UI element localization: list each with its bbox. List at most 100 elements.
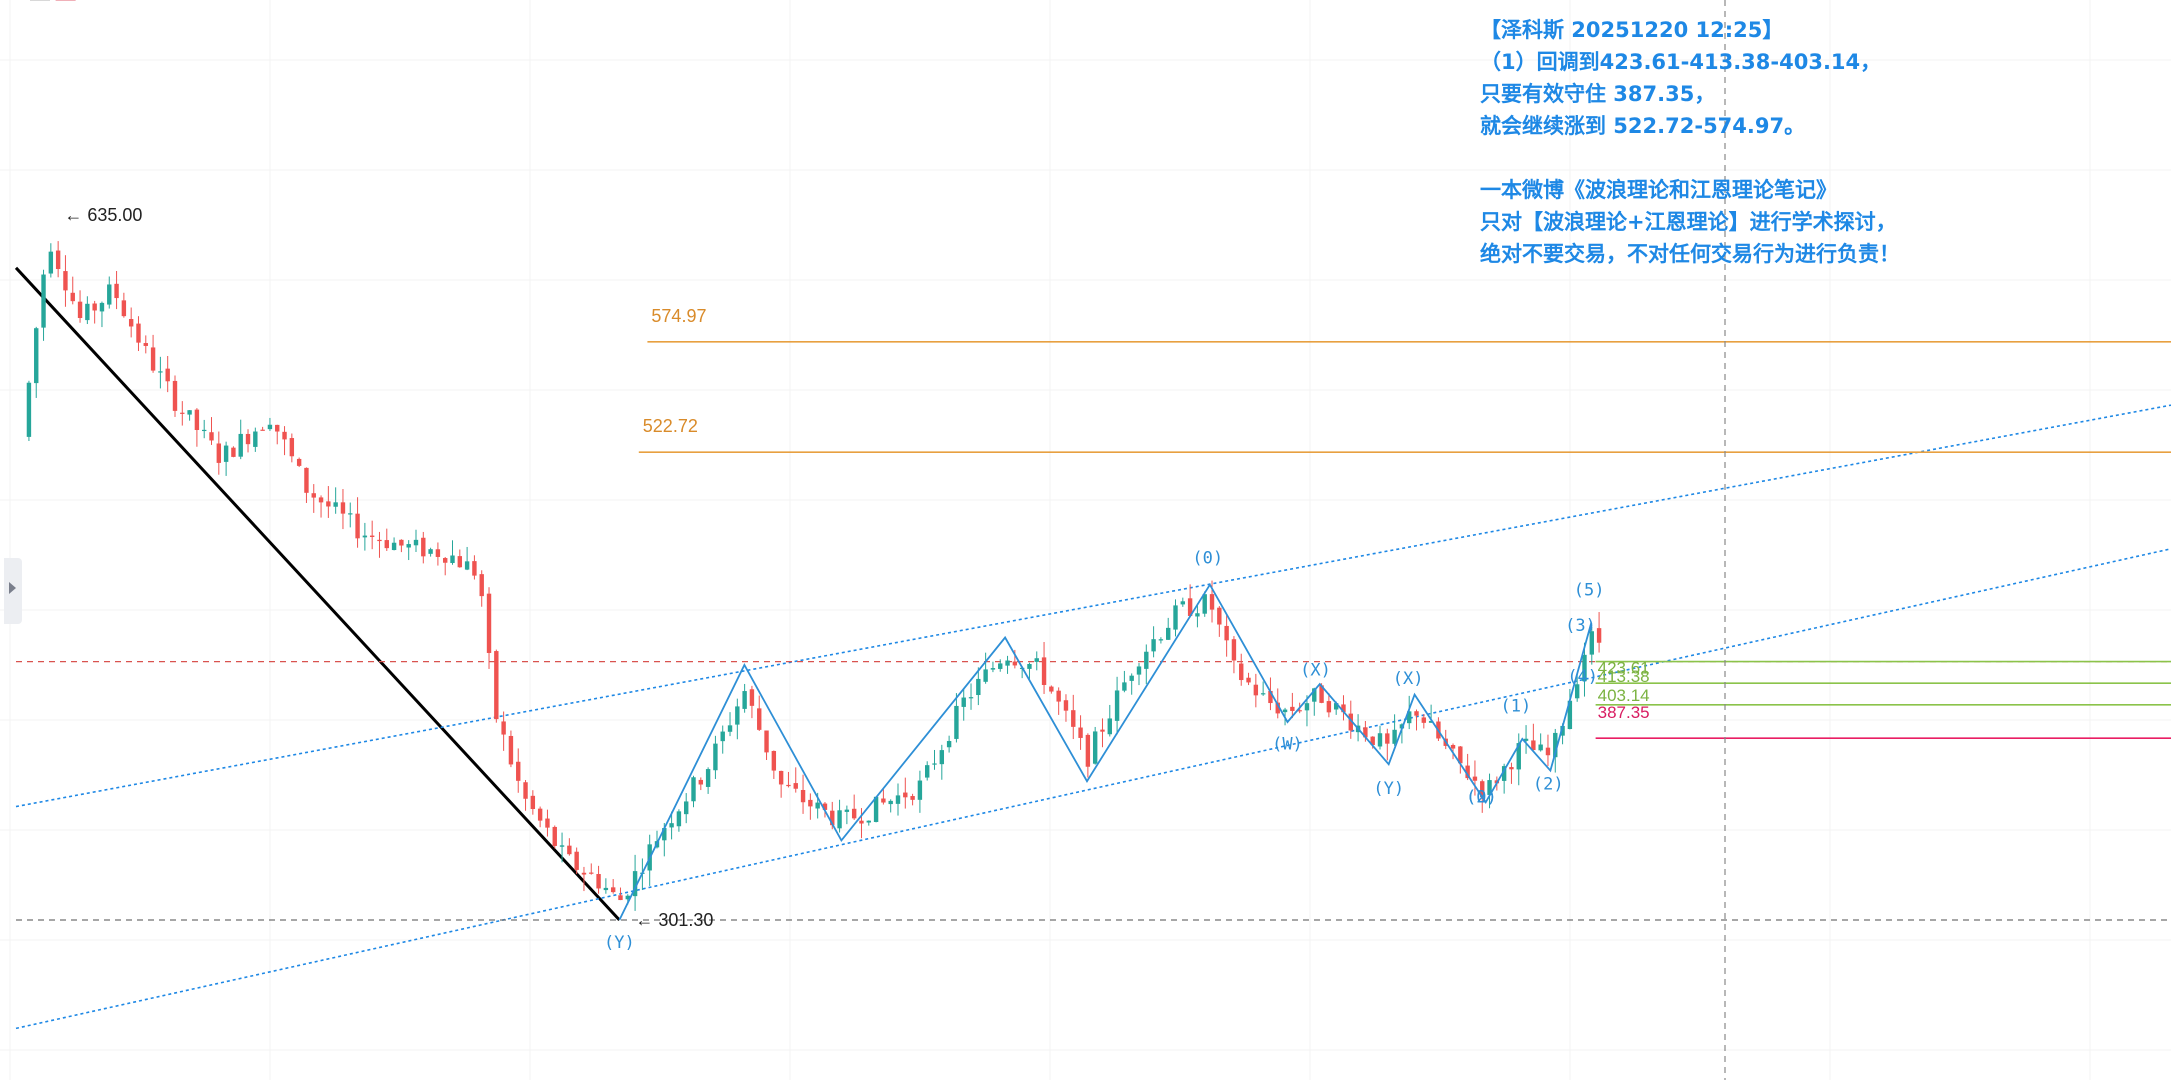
candle-down [479, 574, 484, 597]
candle-up [1136, 666, 1142, 675]
analysis-annotation: 【泽科斯 20251220 12:25】 （1）回调到423.61-413.38… [1480, 14, 1900, 270]
candle-up [99, 302, 105, 312]
candle-down [1209, 594, 1215, 610]
candle-up [866, 820, 871, 823]
candle-up [267, 424, 273, 430]
candle-down [55, 250, 61, 270]
candle-down [501, 721, 506, 735]
chart-labels: (Y)(0)(X)(W)(X)(Y) (2)(0)(1)(2)(3)(4)(5)←… [64, 205, 1604, 953]
candle-down [903, 792, 908, 798]
candle-up [837, 810, 842, 829]
wave-label: (2) [1533, 775, 1564, 795]
candle-up [41, 274, 46, 328]
candle-up [1158, 639, 1164, 641]
candle-down [143, 343, 148, 346]
candle-up [1589, 631, 1594, 655]
annotation-line: 只要有效守住 387.35， [1480, 82, 1716, 106]
candle-up [1027, 664, 1032, 669]
wave-label: (5) [1574, 580, 1605, 600]
candle-down [494, 651, 499, 720]
header-left: — [30, 0, 50, 10]
extreme-price-label: ← 635.00 [64, 205, 142, 225]
candle-up [713, 743, 718, 771]
wave-label: (X) [1393, 669, 1424, 689]
candle-up [362, 535, 368, 538]
trend-lines [14, 266, 2171, 1030]
candle-down [369, 535, 375, 537]
candle-up [391, 542, 397, 551]
candle-down [1531, 740, 1536, 751]
candle-up [691, 777, 696, 802]
candle-down [136, 323, 141, 343]
candle-down [1326, 701, 1332, 713]
candle-down [340, 502, 346, 514]
candle-up [932, 763, 937, 765]
candle-down [1472, 776, 1478, 781]
candle-down [245, 433, 251, 445]
candle-up [939, 750, 945, 765]
candle-up [1582, 654, 1587, 682]
candle-down [1078, 727, 1083, 738]
level-label: 423.61 [1598, 659, 1650, 678]
candle-down [282, 431, 287, 440]
candle-up [406, 544, 411, 548]
elliott-wave-path [618, 582, 1593, 921]
candle-down [552, 826, 557, 846]
candle-down [1217, 607, 1222, 625]
candle-down [523, 782, 528, 799]
candle-up [559, 845, 565, 847]
candle-up [1333, 703, 1339, 710]
candle-up [1122, 682, 1127, 691]
candle-up [727, 725, 733, 732]
candle-up [1501, 766, 1507, 781]
candle-down [114, 283, 119, 299]
candle-down [1231, 639, 1237, 661]
candle-down [289, 438, 295, 457]
candle-up [946, 741, 952, 748]
candle-up [464, 561, 470, 570]
candle-down [778, 770, 784, 785]
annotation-line: 就会继续涨到 522.72-574.97。 [1480, 114, 1806, 138]
candle-up [976, 678, 981, 696]
candle-up [1129, 675, 1134, 681]
candle-up [1560, 725, 1565, 736]
annotation-line: 只对【波浪理论+江恩理论】进行学术探讨， [1480, 210, 1897, 234]
candle-up [1195, 613, 1200, 617]
candle-down [260, 429, 265, 431]
candle-down [216, 443, 222, 463]
candle-down [1275, 702, 1280, 714]
candle-down [457, 556, 463, 568]
wave-label: (4) [1567, 667, 1598, 687]
annotation-line: （1）回调到423.61-413.38-403.14， [1480, 50, 1882, 74]
candle-down [537, 808, 543, 821]
candle-down [859, 820, 864, 824]
side-panel-toggle[interactable] [4, 558, 22, 624]
candle-down [1480, 781, 1485, 798]
wave-label: (2) [1466, 787, 1497, 807]
candle-up [662, 828, 667, 841]
candle-down [443, 558, 448, 563]
candle-up [990, 668, 996, 670]
candle-up [625, 895, 630, 900]
candle-down [567, 845, 572, 855]
candle-up [1392, 729, 1397, 744]
candle-down [764, 730, 769, 753]
candle-down [77, 301, 83, 319]
candle-down [1056, 690, 1061, 702]
candle-up [450, 555, 455, 564]
candle-up [998, 663, 1003, 669]
candle-up [34, 328, 39, 384]
candle-down [881, 798, 886, 803]
candle-down [822, 803, 828, 810]
level-label: 574.97 [651, 306, 706, 326]
candle-up [1377, 733, 1383, 747]
candle-down [851, 808, 857, 819]
candle-up [1428, 720, 1434, 723]
candle-down [1319, 685, 1324, 703]
candle-down [150, 347, 156, 371]
wave-label: (1) [1501, 696, 1532, 716]
candle-down [180, 412, 185, 414]
candle-down [165, 368, 170, 382]
